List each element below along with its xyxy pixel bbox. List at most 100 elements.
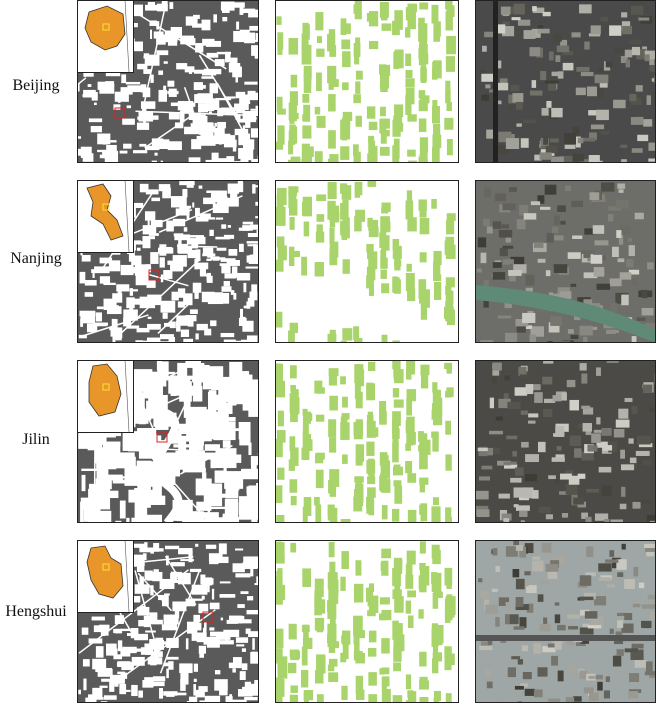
open-area — [221, 286, 232, 292]
building — [407, 690, 414, 698]
rooftop — [477, 447, 488, 452]
open-area — [218, 384, 232, 403]
open-area — [187, 249, 199, 259]
built-up-map — [77, 180, 259, 343]
open-area — [250, 128, 259, 138]
open-area — [189, 568, 202, 573]
open-area — [252, 638, 255, 650]
open-area — [91, 269, 97, 273]
open-area — [145, 189, 159, 195]
open-area — [80, 497, 91, 510]
building — [394, 122, 404, 132]
rooftop — [620, 144, 628, 149]
open-area — [238, 619, 252, 624]
rooftop — [479, 476, 490, 481]
inset-map — [77, 540, 134, 613]
open-area — [166, 668, 169, 679]
open-area — [126, 297, 135, 309]
building — [405, 461, 413, 474]
rooftop — [579, 459, 593, 464]
open-area — [88, 694, 101, 698]
road — [144, 115, 193, 149]
open-area — [86, 323, 98, 333]
building — [342, 51, 351, 68]
rooftop — [601, 428, 612, 436]
border-line — [124, 180, 130, 253]
open-area — [158, 361, 169, 381]
rooftop — [620, 55, 628, 64]
building — [368, 219, 379, 231]
open-area — [176, 63, 188, 70]
open-area — [140, 84, 147, 93]
rooftop — [486, 226, 493, 234]
rooftop — [542, 11, 551, 17]
rooftop — [564, 469, 574, 476]
building — [393, 557, 403, 574]
rooftop — [497, 82, 509, 91]
open-area — [226, 259, 240, 266]
open-area — [234, 128, 249, 136]
rooftop — [609, 25, 622, 36]
open-area — [214, 122, 217, 127]
rooftop — [566, 379, 576, 388]
open-area — [135, 273, 150, 286]
open-area — [147, 657, 163, 665]
rooftop — [610, 302, 618, 313]
open-area — [92, 687, 103, 699]
rooftop — [577, 473, 586, 479]
rooftop — [632, 501, 641, 509]
building — [381, 676, 390, 687]
open-area — [248, 255, 259, 264]
building — [276, 439, 283, 458]
open-area — [171, 430, 182, 444]
rooftop — [546, 232, 554, 243]
building — [419, 252, 427, 263]
building — [327, 158, 335, 163]
road — [137, 572, 173, 612]
open-area — [119, 683, 127, 695]
open-area — [105, 490, 119, 499]
open-area — [195, 236, 206, 245]
open-area — [103, 695, 117, 700]
building — [368, 279, 374, 296]
open-area — [88, 118, 103, 123]
building — [380, 219, 387, 227]
building — [329, 248, 338, 266]
open-area — [187, 511, 204, 523]
rooftop — [592, 225, 605, 234]
rooftop — [556, 446, 562, 451]
open-area — [206, 52, 219, 58]
rooftop — [481, 94, 489, 101]
open-area — [128, 456, 136, 472]
building — [381, 548, 391, 559]
open-area — [122, 431, 142, 451]
open-area — [189, 427, 204, 451]
rooftop — [495, 565, 501, 572]
open-area — [80, 501, 84, 523]
building — [419, 2, 429, 10]
building — [366, 441, 375, 456]
building — [315, 504, 322, 523]
rooftop — [480, 641, 492, 649]
rooftop — [636, 48, 647, 60]
rooftop — [612, 246, 619, 258]
building — [328, 672, 339, 683]
building — [277, 568, 283, 580]
open-area — [220, 1, 235, 11]
building — [302, 431, 309, 451]
building — [290, 365, 297, 379]
open-area — [229, 57, 238, 66]
open-area — [77, 136, 82, 139]
rooftop — [475, 490, 489, 500]
building — [392, 442, 399, 463]
building — [341, 229, 350, 239]
open-area — [178, 423, 189, 435]
open-area — [236, 644, 245, 647]
building — [303, 624, 309, 644]
rooftop — [492, 221, 502, 229]
open-area — [180, 672, 189, 685]
rooftop — [641, 307, 654, 316]
rooftop — [642, 384, 653, 393]
rooftop — [507, 105, 512, 112]
rooftop — [561, 513, 569, 518]
